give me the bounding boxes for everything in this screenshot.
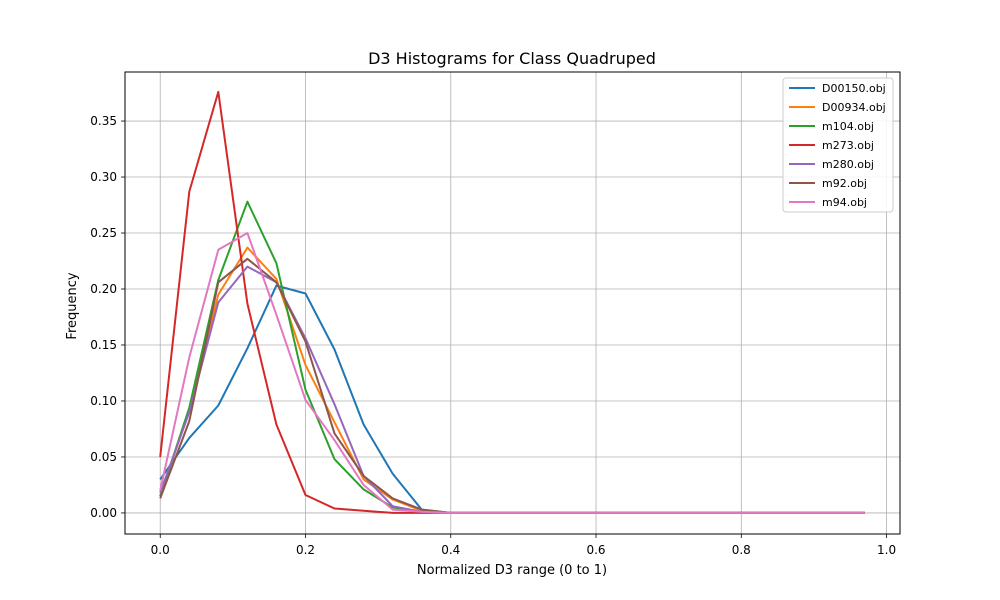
y-tick-label: 0.35 (90, 114, 117, 128)
chart-title: D3 Histograms for Class Quadruped (368, 49, 656, 68)
y-axis-label: Frequency (65, 272, 80, 339)
y-tick-label: 0.20 (90, 282, 117, 296)
x-axis-label: Normalized D3 range (0 to 1) (417, 563, 607, 578)
x-tick-label: 0.2 (296, 543, 315, 557)
y-tick-label: 0.10 (90, 394, 117, 408)
x-tick-label: 0.8 (732, 543, 751, 557)
series-lines (159, 90, 865, 514)
series-line-4 (159, 265, 865, 514)
series-line-2 (159, 200, 865, 514)
legend: D00150.obj D00934.obj m104.obj m273.obj m280… (782, 77, 894, 213)
legend-label: D00934.obj (822, 101, 886, 114)
legend-label: m280.obj (822, 158, 874, 171)
x-tick-label: 0.0 (151, 543, 170, 557)
series-line-5 (159, 257, 865, 514)
x-axis: 0.0 0.2 0.4 0.6 0.8 1.0 (151, 534, 896, 557)
legend-label: m92.obj (822, 177, 867, 190)
legend-frame (782, 77, 894, 213)
y-tick-label: 0.05 (90, 450, 117, 464)
y-tick-label: 0.00 (90, 506, 117, 520)
y-tick-label: 0.25 (90, 226, 117, 240)
legend-label: m104.obj (822, 120, 874, 133)
x-tick-label: 0.6 (586, 543, 605, 557)
legend-label: m94.obj (822, 196, 867, 209)
series-line-6 (159, 232, 865, 514)
x-tick-label: 0.4 (441, 543, 460, 557)
y-axis: 0.00 0.05 0.10 0.15 0.20 0.25 0.30 0.35 (90, 114, 125, 520)
y-tick-label: 0.30 (90, 170, 117, 184)
series-line-3 (159, 90, 865, 514)
legend-label: m273.obj (822, 139, 874, 152)
plot-area (124, 71, 901, 535)
legend-label: D00150.obj (822, 82, 886, 95)
x-tick-label: 1.0 (877, 543, 896, 557)
y-tick-label: 0.15 (90, 338, 117, 352)
series-line-0 (159, 284, 865, 514)
